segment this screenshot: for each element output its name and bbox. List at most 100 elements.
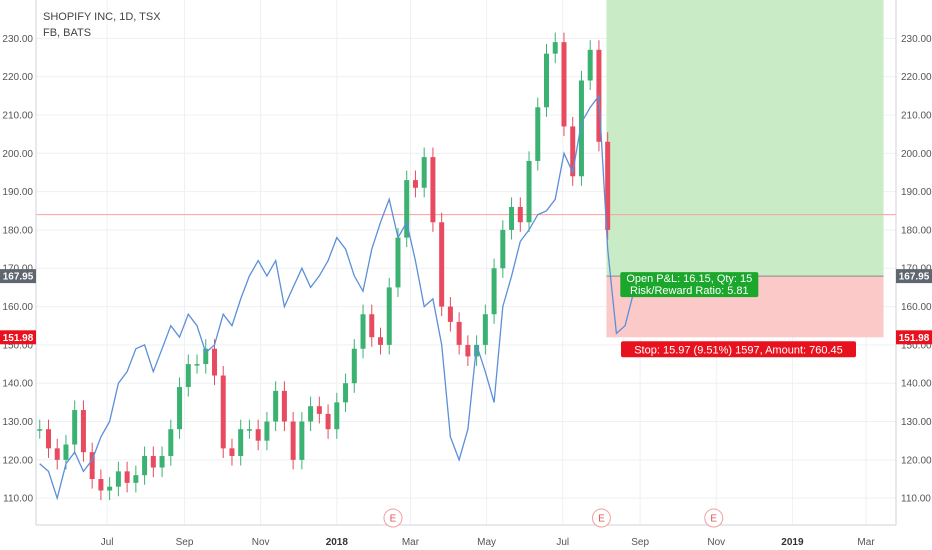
y-tick-label-left: 210.00: [2, 110, 33, 121]
candle-body: [290, 421, 296, 460]
candle-body: [517, 206, 523, 223]
candle-body: [273, 390, 279, 422]
price-tag-box: [0, 330, 36, 345]
chart-legend: SHOPIFY INC, 1D, TSX FB, BATS: [43, 9, 161, 41]
y-tick-label-left: 190.00: [2, 187, 33, 198]
y-tick-label-left: 120.00: [2, 455, 33, 466]
earnings-circle: [591, 508, 611, 528]
candle-body: [439, 222, 445, 307]
candle-body: [264, 421, 270, 441]
candle-body: [377, 337, 383, 345]
candle-body: [203, 348, 209, 365]
candle-body: [98, 479, 104, 491]
price-tag-box: [0, 269, 36, 284]
candle-body: [37, 429, 43, 431]
main-symbol-label[interactable]: SHOPIFY INC, 1D, TSX: [43, 11, 161, 23]
candle-body: [578, 80, 584, 177]
x-tick-label: Jul: [101, 537, 114, 548]
candle-body: [211, 348, 217, 376]
candle-body: [246, 429, 252, 431]
candle-body: [80, 410, 86, 453]
earnings-circle: [704, 508, 724, 528]
candle-body: [107, 486, 113, 491]
x-tick-label: Nov: [707, 537, 725, 548]
candle-body: [150, 456, 156, 468]
earnings-icon: E: [591, 508, 611, 528]
y-tick-label-right: 230.00: [901, 34, 932, 45]
candle-body: [45, 429, 51, 449]
candle-body: [238, 429, 244, 457]
y-tick-label-right: 200.00: [901, 149, 932, 160]
profit-zone: [606, 0, 884, 277]
y-tick-label-left: 130.00: [2, 417, 33, 428]
candle-body: [89, 452, 95, 480]
y-tick-label-right: 120.00: [901, 455, 932, 466]
candle-body: [386, 287, 392, 345]
price-tag-label: 167.95: [899, 272, 930, 283]
candle-body: [412, 180, 418, 188]
candle-body: [447, 306, 453, 322]
compare-line-series: [39, 93, 635, 501]
y-tick-label-right: 180.00: [901, 225, 932, 236]
y-tick-label-left: 160.00: [2, 302, 33, 313]
price-tag-label: 151.98: [3, 333, 34, 344]
plot-border: [35, 0, 897, 526]
x-tick-label: Mar: [402, 537, 420, 548]
candle-body: [561, 42, 567, 127]
profit-label-line2: Risk/Reward Ratio: 5.81: [630, 285, 749, 297]
candle-body: [115, 471, 121, 487]
candle-body: [491, 268, 497, 315]
earnings-letter: E: [710, 514, 717, 525]
candle-body: [509, 206, 515, 230]
candle-body: [552, 42, 558, 54]
y-tick-label-left: 140.00: [2, 379, 33, 390]
fb-line: [39, 93, 635, 501]
candle-body: [63, 444, 69, 460]
y-tick-label-right: 220.00: [901, 72, 932, 83]
earnings-letter: E: [390, 514, 397, 525]
candle-body: [142, 456, 148, 476]
candle-body: [587, 49, 593, 81]
candle-body: [316, 406, 322, 414]
candle-body: [255, 429, 261, 441]
position-zones: [606, 0, 884, 338]
y-tick-label-right: 140.00: [901, 379, 932, 390]
y-tick-label-left: 110.00: [3, 494, 33, 505]
candle-body: [281, 390, 287, 422]
x-tick-label: Nov: [252, 537, 270, 548]
y-tick-label-left: 230.00: [2, 34, 33, 45]
profit-label-line1: Open P&L: 16.15, Qty: 15: [626, 273, 752, 285]
y-tick-label-right: 190.00: [901, 187, 932, 198]
stop-label-text: Stop: 15.97 (9.51%) 1597, Amount: 760.45: [634, 344, 843, 356]
candlestick-series: [37, 32, 611, 501]
candle-body: [159, 456, 165, 468]
time-axis: Jul Sep Nov 2018 Mar May Jul Sep Nov 2019 Mar: [101, 537, 876, 548]
candle-body: [456, 321, 462, 345]
candle-body: [133, 475, 139, 483]
candle-body: [465, 344, 471, 357]
price-tags: 167.95 167.95 151.98 151.98: [0, 269, 932, 345]
candle-body: [570, 126, 576, 177]
candle-body: [500, 229, 506, 269]
candle-body: [351, 348, 357, 384]
x-tick-label: May: [477, 537, 496, 548]
earnings-circle: [383, 508, 403, 528]
x-tick-label: 2018: [326, 537, 349, 548]
y-tick-label-right: 210.00: [901, 110, 932, 121]
price-tag-box: [896, 269, 932, 284]
y-tick-label-right: 160.00: [901, 302, 932, 313]
candle-body: [535, 107, 541, 161]
compare-symbol-label[interactable]: FB, BATS: [43, 27, 92, 39]
candle-body: [72, 410, 78, 445]
y-tick-label-left: 200.00: [2, 149, 33, 160]
earnings-icon: E: [383, 508, 403, 528]
price-tag-label: 167.95: [3, 272, 34, 283]
y-tick-label-left: 180.00: [2, 225, 33, 236]
y-tick-label-right: 130.00: [901, 417, 932, 428]
candle-body: [185, 364, 191, 388]
y-tick-label-right: 110.00: [901, 494, 931, 505]
candle-body: [334, 402, 340, 430]
